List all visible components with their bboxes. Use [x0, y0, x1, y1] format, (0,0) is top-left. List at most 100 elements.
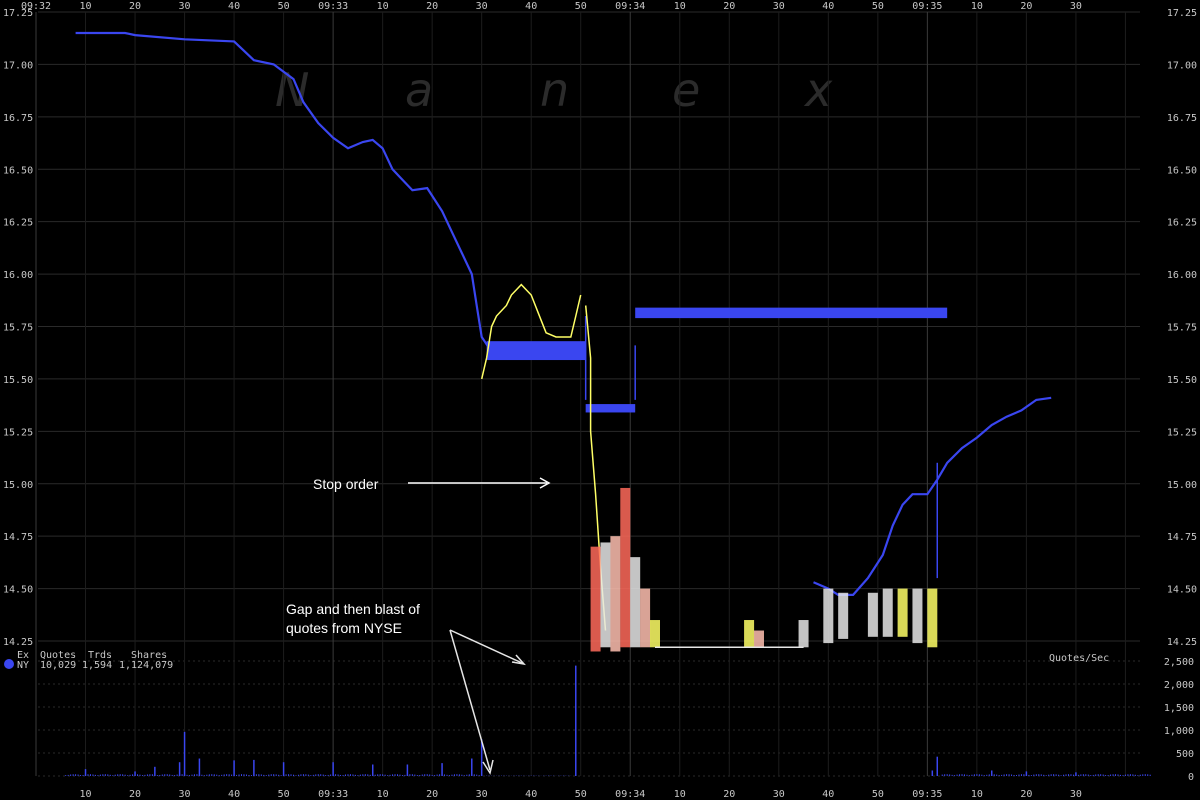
top-time-tick: 30 — [179, 1, 191, 12]
nbbo-block — [486, 341, 586, 361]
top-time-tick: 30 — [773, 1, 785, 12]
annotation-gap-line1: Gap and then blast of — [286, 601, 420, 617]
price-tick-left: 17.00 — [3, 60, 33, 71]
volume-tick: 2,000 — [1164, 680, 1194, 691]
trade-band — [600, 542, 611, 648]
nbbo-line — [75, 31, 493, 353]
volume-bars — [65, 665, 1151, 776]
legend-ex: NY — [17, 660, 29, 671]
bottom-time-tick: 09:33 — [318, 789, 348, 800]
trade-band — [838, 592, 849, 639]
price-axis: 17.25 17.25 17.00 17.00 16.75 16.75 16.50 16.50… — [3, 8, 1197, 648]
top-time-tick: 10 — [79, 1, 91, 12]
price-tick-left: 16.50 — [3, 165, 33, 176]
top-time-tick: 40 — [228, 1, 240, 12]
top-time-tick: 20 — [1020, 1, 1032, 12]
trade-band — [798, 620, 809, 648]
volume-axis-label: Quotes/Sec — [1049, 653, 1109, 664]
top-time-tick: 20 — [723, 1, 735, 12]
top-time-tick: 30 — [1070, 1, 1082, 12]
price-tick-right: 15.50 — [1167, 375, 1197, 386]
trade-band — [640, 588, 651, 648]
legend-header-shares: Shares — [131, 650, 167, 661]
top-time-tick: 30 — [476, 1, 488, 12]
trade-line — [480, 283, 582, 380]
volume-tick: 1,500 — [1164, 703, 1194, 714]
watermark-letter: n — [540, 63, 569, 117]
top-time-tick: 10 — [971, 1, 983, 12]
top-time-tick: 40 — [525, 1, 537, 12]
bottom-time-tick: 30 — [773, 789, 785, 800]
price-tick-left: 16.75 — [3, 113, 33, 124]
top-time-tick: 50 — [278, 1, 290, 12]
bottom-time-tick: 09:35 — [912, 789, 942, 800]
watermark-letter: e — [672, 63, 700, 117]
bottom-time-axis: 10 20 30 40 50 09:33 10 20 30 40 50 09:34 10 20 30 40 50… — [79, 789, 1081, 800]
top-time-tick: 10 — [674, 1, 686, 12]
bottom-time-tick: 10 — [377, 789, 389, 800]
trade-band — [927, 588, 938, 648]
nbbo-line — [813, 396, 1052, 596]
bottom-time-tick: 10 — [79, 789, 91, 800]
trade-band — [590, 546, 601, 652]
top-time-tick: 09:34 — [615, 1, 645, 12]
top-time-tick: 20 — [129, 1, 141, 12]
price-tick-right: 16.75 — [1167, 113, 1197, 124]
bottom-time-tick: 20 — [426, 789, 438, 800]
legend-header-trds: Trds — [88, 650, 112, 661]
grid — [35, 11, 1140, 777]
annotation-stop-order: Stop order — [313, 476, 379, 492]
price-tick-right: 17.25 — [1167, 8, 1197, 19]
bottom-time-tick: 50 — [278, 789, 290, 800]
bottom-time-tick: 10 — [674, 789, 686, 800]
trade-band — [882, 588, 893, 637]
price-tick-left: 15.75 — [3, 323, 33, 334]
price-tick-left: 14.25 — [3, 637, 33, 648]
watermark: N a n e x — [275, 63, 833, 117]
trade-band — [630, 557, 641, 648]
volume-axis: 2,500 2,000 1,500 1,000 500 0 — [1164, 657, 1194, 783]
trade-band — [610, 536, 621, 652]
trade-band — [912, 588, 923, 644]
price-tick-right: 14.75 — [1167, 532, 1197, 543]
price-tick-right: 15.00 — [1167, 480, 1197, 491]
volume-tick: 2,500 — [1164, 657, 1194, 668]
legend-trds: 1,594 — [82, 660, 112, 671]
legend-quotes: 10,029 — [40, 660, 76, 671]
bottom-time-tick: 09:34 — [615, 789, 645, 800]
bottom-time-tick: 40 — [822, 789, 834, 800]
top-time-tick: 10 — [377, 1, 389, 12]
trade-band — [753, 630, 764, 648]
trade-band — [744, 620, 755, 648]
top-time-tick: 09:33 — [318, 1, 348, 12]
trade-band — [650, 620, 660, 648]
price-tick-right: 16.50 — [1167, 165, 1197, 176]
price-tick-right: 17.00 — [1167, 60, 1197, 71]
volume-tick: 500 — [1176, 749, 1194, 760]
legend-shares: 1,124,079 — [119, 660, 173, 671]
bottom-time-tick: 50 — [575, 789, 587, 800]
bottom-time-tick: 10 — [971, 789, 983, 800]
bottom-time-tick: 20 — [1020, 789, 1032, 800]
price-tick-left: 16.00 — [3, 270, 33, 281]
price-tick-left: 16.25 — [3, 218, 33, 229]
price-tick-left: 15.00 — [3, 480, 33, 491]
bottom-time-tick: 40 — [525, 789, 537, 800]
arrow-stop-order — [408, 477, 551, 489]
price-tick-right: 15.25 — [1167, 427, 1197, 438]
top-time-tick: 20 — [426, 1, 438, 12]
price-tick-right: 14.50 — [1167, 585, 1197, 596]
price-tick-left: 15.25 — [3, 427, 33, 438]
price-tick-right: 16.00 — [1167, 270, 1197, 281]
price-tick-left: 14.50 — [3, 585, 33, 596]
legend-marker — [4, 659, 14, 669]
bottom-time-tick: 30 — [179, 789, 191, 800]
volume-tick: 1,000 — [1164, 726, 1194, 737]
price-tick-right: 16.25 — [1167, 218, 1197, 229]
price-tick-left: 15.50 — [3, 375, 33, 386]
bottom-time-tick: 50 — [872, 789, 884, 800]
price-tick-right: 15.75 — [1167, 323, 1197, 334]
nbbo-block — [635, 307, 948, 319]
